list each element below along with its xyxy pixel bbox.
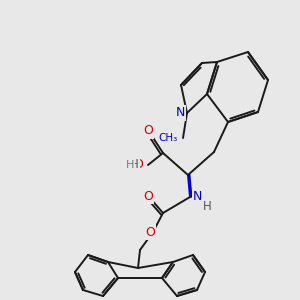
Text: O: O <box>145 226 155 238</box>
Text: N: N <box>176 106 185 119</box>
Text: N: N <box>193 190 202 203</box>
Text: O: O <box>143 190 153 202</box>
Text: H: H <box>130 158 138 172</box>
Text: O: O <box>133 158 143 172</box>
Text: CH₃: CH₃ <box>159 133 178 143</box>
Text: H: H <box>126 160 134 170</box>
Text: O: O <box>143 124 153 137</box>
Text: H: H <box>202 200 211 214</box>
